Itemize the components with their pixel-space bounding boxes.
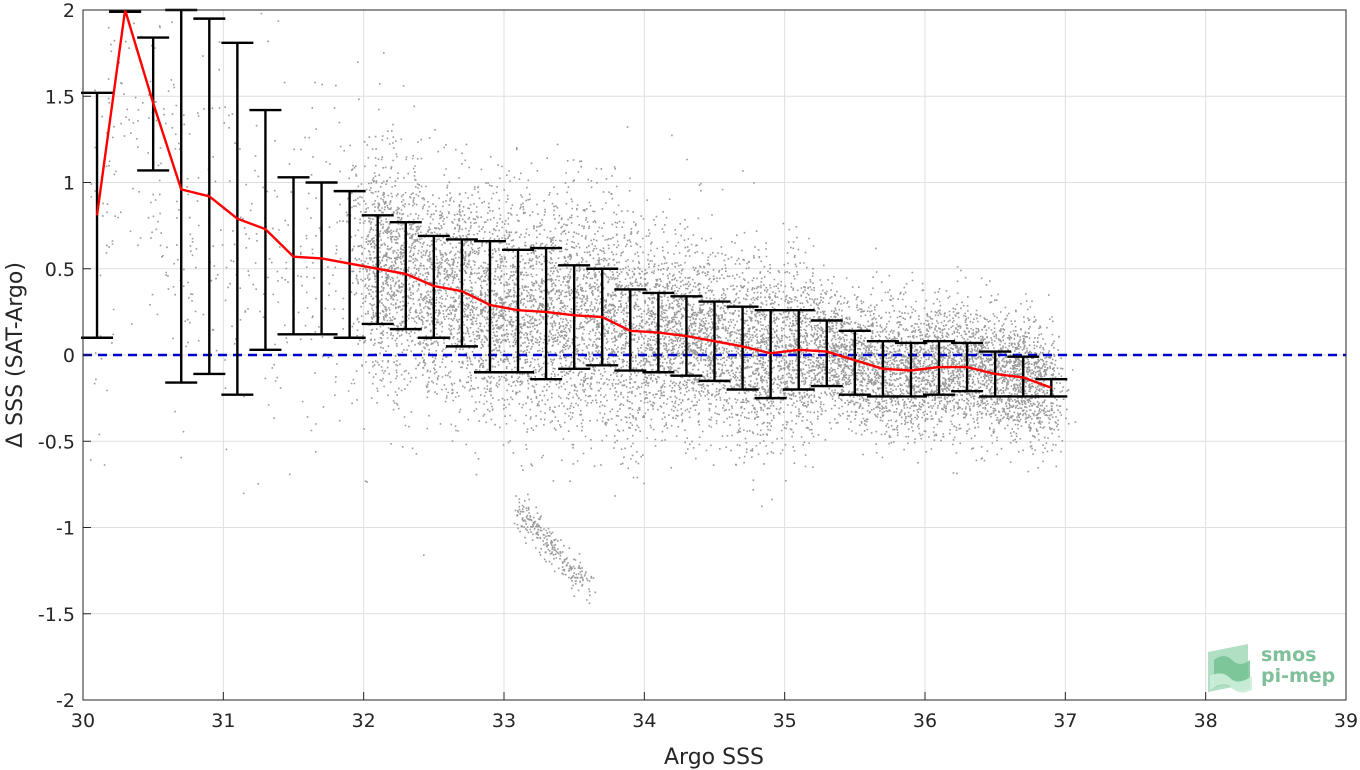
- y-tick-label: 0: [63, 345, 75, 367]
- x-axis-ticks: 30 31 32 33 34 35 36 37 38 39: [71, 692, 1358, 732]
- y-tick-label: -1: [56, 518, 75, 540]
- x-tick-label: 39: [1334, 710, 1358, 732]
- y-tick-label: -0.5: [38, 431, 75, 453]
- y-tick-label: -2: [56, 690, 75, 712]
- x-tick-label: 32: [352, 710, 376, 732]
- x-tick-label: 34: [632, 710, 656, 732]
- x-tick-label: 36: [913, 710, 937, 732]
- y-tick-label: 0.5: [45, 259, 75, 281]
- x-tick-label: 33: [492, 710, 516, 732]
- mean-line: [95, 9, 1052, 389]
- x-axis-label: Argo SSS: [664, 745, 764, 770]
- smos-pimep-logo: smos pi-mep: [1208, 644, 1335, 693]
- x-tick-label: 37: [1053, 710, 1077, 732]
- x-tick-label: 31: [211, 710, 235, 732]
- error-bars: [81, 8, 1068, 400]
- x-tick-label: 38: [1194, 710, 1218, 732]
- y-tick-label: 1: [63, 173, 75, 195]
- y-tick-label: -1.5: [38, 604, 75, 626]
- y-axis-label: Δ SSS (SAT-Argo): [3, 262, 28, 448]
- y-tick-label: 1.5: [45, 86, 75, 108]
- x-tick-label: 30: [71, 710, 95, 732]
- svg-text:smos: smos: [1261, 644, 1316, 666]
- svg-text:pi-mep: pi-mep: [1261, 665, 1335, 687]
- wave-icon: [1208, 644, 1252, 693]
- y-axis-ticks: -2 -1.5 -1 -0.5 0 0.5 1 1.5 2: [38, 0, 91, 712]
- y-tick-label: 2: [63, 0, 75, 22]
- x-tick-label: 35: [773, 710, 797, 732]
